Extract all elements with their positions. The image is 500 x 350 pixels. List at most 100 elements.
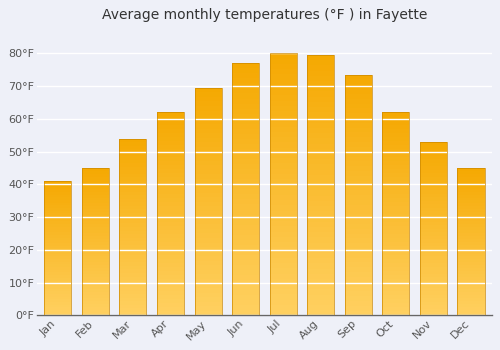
Bar xyxy=(382,181,409,186)
Bar xyxy=(44,227,72,230)
Bar xyxy=(458,227,484,230)
Bar xyxy=(345,219,372,224)
Bar xyxy=(270,64,296,69)
Bar xyxy=(458,289,484,292)
Bar xyxy=(345,104,372,108)
Bar xyxy=(232,255,259,260)
Bar xyxy=(44,251,72,254)
Bar xyxy=(420,204,447,208)
Bar xyxy=(232,225,259,230)
Bar xyxy=(44,203,72,205)
Bar xyxy=(232,78,259,83)
Bar xyxy=(232,139,259,144)
Bar xyxy=(270,69,296,74)
Bar xyxy=(194,106,222,111)
Bar xyxy=(44,232,72,235)
Bar xyxy=(307,284,334,289)
Bar xyxy=(120,163,146,167)
Bar xyxy=(382,194,409,198)
Bar xyxy=(382,128,409,133)
Bar xyxy=(44,197,72,200)
Bar xyxy=(82,251,109,253)
Bar xyxy=(157,230,184,234)
Bar xyxy=(157,125,184,128)
Bar xyxy=(270,163,296,169)
Bar xyxy=(157,251,184,254)
Bar xyxy=(458,183,484,186)
Bar xyxy=(194,311,222,315)
Bar xyxy=(420,173,447,176)
Bar xyxy=(232,119,259,124)
Bar xyxy=(345,128,372,132)
Bar xyxy=(120,188,146,192)
Bar xyxy=(420,288,447,291)
Bar xyxy=(44,243,72,246)
Bar xyxy=(44,307,72,310)
Bar xyxy=(382,145,409,149)
Bar xyxy=(157,112,184,117)
Bar xyxy=(458,180,484,183)
Bar xyxy=(420,222,447,225)
Bar xyxy=(382,287,409,291)
Bar xyxy=(458,271,484,274)
Bar xyxy=(270,132,296,137)
Bar xyxy=(270,174,296,179)
Bar xyxy=(82,259,109,262)
Bar xyxy=(307,76,334,81)
Bar xyxy=(194,247,222,252)
Bar xyxy=(120,160,146,163)
Bar xyxy=(82,186,109,189)
Bar xyxy=(307,190,334,196)
Bar xyxy=(345,75,372,315)
Bar xyxy=(157,165,184,169)
Bar xyxy=(194,138,222,142)
Bar xyxy=(307,133,334,138)
Bar xyxy=(232,189,259,194)
Bar xyxy=(157,218,184,222)
Bar xyxy=(307,86,334,91)
Bar xyxy=(382,190,409,194)
Bar xyxy=(382,214,409,218)
Bar xyxy=(458,209,484,212)
Bar xyxy=(270,247,296,253)
Bar xyxy=(44,305,72,307)
Bar xyxy=(82,239,109,242)
Bar xyxy=(458,262,484,265)
Bar xyxy=(232,179,259,184)
Bar xyxy=(420,142,447,315)
Bar xyxy=(232,280,259,285)
Bar xyxy=(420,183,447,187)
Bar xyxy=(307,107,334,112)
Bar xyxy=(232,210,259,215)
Bar xyxy=(232,290,259,295)
Bar xyxy=(82,183,109,186)
Bar xyxy=(382,112,409,117)
Bar xyxy=(458,280,484,283)
Bar xyxy=(82,230,109,233)
Bar xyxy=(345,176,372,181)
Bar xyxy=(270,310,296,315)
Bar xyxy=(82,171,109,174)
Bar xyxy=(157,112,184,315)
Bar xyxy=(420,163,447,166)
Bar xyxy=(44,187,72,189)
Bar xyxy=(82,274,109,277)
Bar xyxy=(420,225,447,229)
Bar xyxy=(120,209,146,213)
Bar xyxy=(120,294,146,298)
Bar xyxy=(270,158,296,163)
Bar xyxy=(82,295,109,298)
Bar xyxy=(420,142,447,145)
Bar xyxy=(307,81,334,86)
Bar xyxy=(157,173,184,177)
Bar xyxy=(44,246,72,248)
Bar xyxy=(270,190,296,195)
Bar xyxy=(232,245,259,250)
Bar xyxy=(82,265,109,268)
Bar xyxy=(82,192,109,195)
Bar xyxy=(157,117,184,120)
Bar xyxy=(458,224,484,227)
Bar xyxy=(120,284,146,287)
Bar xyxy=(382,279,409,283)
Bar xyxy=(157,222,184,226)
